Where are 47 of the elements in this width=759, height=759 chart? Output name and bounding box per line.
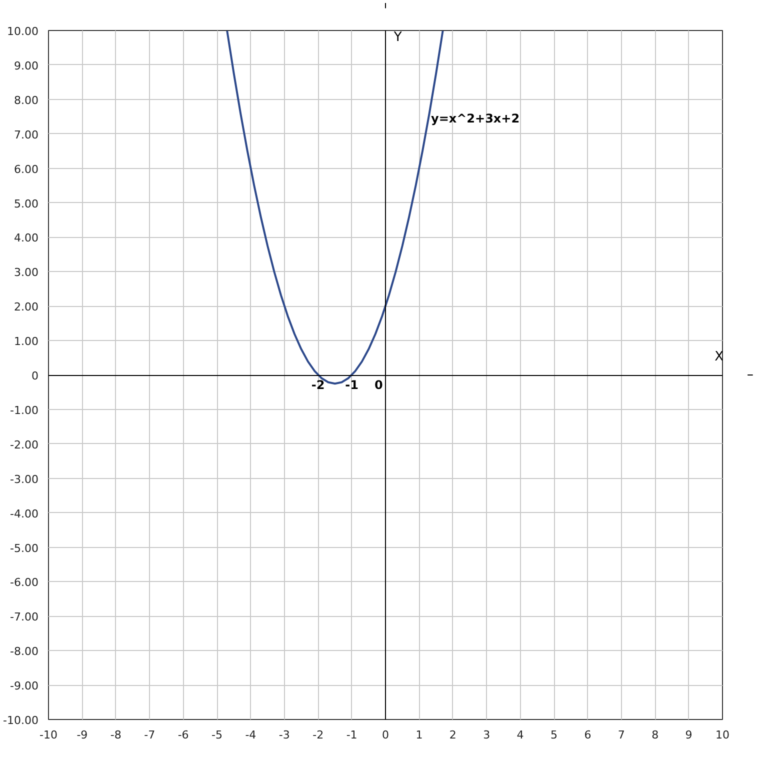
y-tick-label: 9.00	[14, 59, 39, 72]
y-tick-label: 7.00	[14, 128, 39, 142]
x-tick-label: 7	[618, 728, 625, 742]
y-tick-label: -8.00	[10, 645, 39, 658]
x-tick-label: 4	[516, 728, 524, 742]
x-tick-label: 5	[550, 728, 558, 742]
annotation: -2	[311, 378, 325, 392]
x-tick-label: -9	[76, 728, 88, 742]
x-tick-label: -10	[40, 728, 58, 742]
x-tick-label: 9	[685, 728, 692, 742]
y-tick-label: 0	[32, 370, 38, 382]
y-tick-label: 6.00	[14, 162, 39, 176]
y-tick-label: -3.00	[10, 472, 39, 486]
x-tick-label: 8	[652, 728, 659, 742]
x-tick-label: 3	[483, 728, 490, 742]
y-axis-title: Y	[392, 30, 402, 45]
x-tick-label: 6	[584, 728, 592, 742]
y-tick-label: -10.00	[3, 714, 39, 727]
annotation: y=x^2+3x+2	[430, 111, 520, 126]
y-tick-label: 1.00	[14, 335, 39, 348]
y-tick-label: -5.00	[10, 542, 39, 555]
annotation: -1	[345, 378, 358, 392]
x-tick-label: -4	[245, 728, 256, 742]
y-tick-label: -9.00	[10, 680, 39, 693]
x-tick-label: -2	[312, 728, 324, 742]
y-tick-label: 8.00	[14, 94, 39, 107]
x-tick-label: -5	[212, 728, 222, 742]
y-tick-label: -4.00	[10, 507, 39, 520]
y-tick-label: 4.00	[14, 232, 39, 245]
y-tick-label: -1.00	[10, 404, 39, 417]
annotation: 0	[374, 378, 383, 392]
x-tick-label: -8	[110, 728, 122, 742]
y-tick-label: 2.00	[14, 300, 39, 314]
y-tick-label: 10.00	[7, 25, 39, 38]
y-tick-label: 3.00	[14, 266, 39, 280]
x-tick-label: -1	[346, 728, 358, 742]
y-tick-label: -2.00	[10, 438, 39, 452]
x-tick-label: -3	[278, 728, 290, 742]
y-tick-label: 5.00	[14, 197, 39, 210]
x-tick-label: 1	[416, 728, 423, 742]
y-tick-label: -6.00	[10, 576, 39, 590]
x-tick-label: -7	[144, 728, 156, 742]
x-tick-label: 0	[382, 728, 389, 742]
x-tick-label: 2	[449, 728, 456, 742]
x-tick-label: -6	[178, 728, 189, 742]
y-tick-label: -7.00	[10, 610, 39, 624]
x-tick-label: 10	[716, 728, 730, 742]
